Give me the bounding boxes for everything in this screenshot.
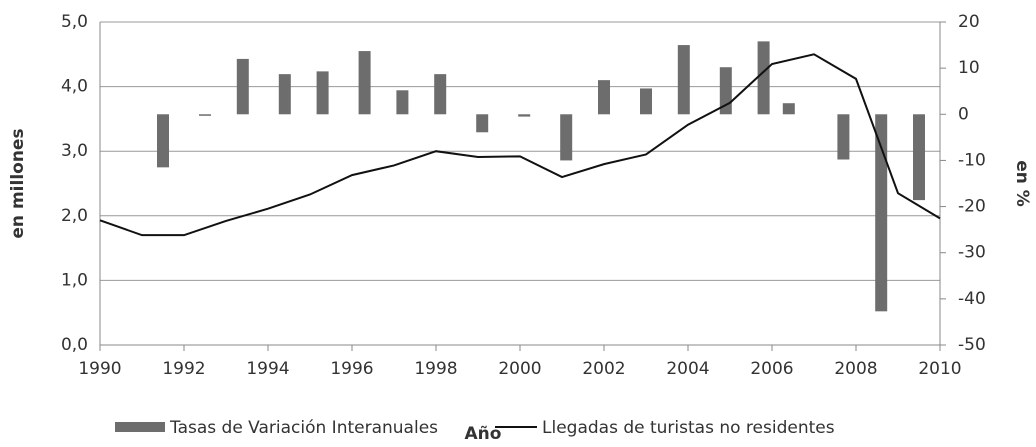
x-tick-label: 1990 [78, 359, 121, 379]
legend-label: Llegadas de turistas no residentes [542, 418, 835, 438]
line [99, 53, 941, 237]
y2-tick-label: -40 [958, 289, 986, 309]
bar [560, 114, 573, 161]
x-tick-label: 2002 [582, 359, 625, 379]
x-tick-label: 1996 [330, 359, 373, 379]
bar [640, 88, 652, 115]
x-tick-label: 1994 [246, 359, 289, 379]
bar [358, 51, 371, 115]
y2-tick-label: 0 [958, 104, 969, 124]
x-axis-title: Año [465, 424, 502, 443]
x-tick-label: 1998 [414, 359, 457, 379]
bar [434, 74, 447, 115]
bar [157, 114, 169, 168]
bar [913, 114, 925, 201]
y-tick-label: 1,0 [61, 270, 88, 290]
y-axis-title: en millones [8, 128, 28, 238]
y-tick-label: 3,0 [61, 141, 88, 161]
y2-tick-label: 20 [958, 12, 980, 32]
x-tick-label: 2006 [750, 359, 793, 379]
bar [518, 114, 531, 117]
bar [476, 114, 489, 133]
bar [236, 58, 249, 115]
bar [677, 45, 690, 115]
y2-tick-label: -50 [958, 335, 986, 355]
x-tick-label: 2004 [666, 359, 709, 379]
y2-tick-label: 10 [958, 58, 980, 78]
bar [396, 90, 409, 115]
y-tick-label: 0,0 [61, 335, 88, 355]
bar [837, 114, 850, 160]
bar [278, 74, 291, 115]
y2-axis-title: en % [1012, 160, 1032, 207]
legend-label: Tasas de Variación Interanuales [169, 418, 438, 438]
y-tick-label: 2,0 [61, 206, 88, 226]
x-tick-label: 2008 [834, 359, 877, 379]
x-tick-label: 2000 [498, 359, 541, 379]
bar [875, 114, 888, 312]
y-tick-label: 4,0 [61, 77, 88, 97]
y2-tick-label: -20 [958, 197, 986, 217]
bar [782, 103, 795, 115]
bar [598, 80, 610, 115]
bar [316, 71, 329, 115]
bar [199, 114, 211, 116]
y-tick-label: 5,0 [61, 12, 88, 32]
legend-swatch [115, 422, 165, 432]
x-tick-label: 1992 [162, 359, 205, 379]
y2-tick-label: -10 [958, 150, 986, 170]
x-tick-label: 2010 [918, 359, 961, 379]
y2-tick-label: -30 [958, 243, 986, 263]
bar [757, 41, 770, 115]
